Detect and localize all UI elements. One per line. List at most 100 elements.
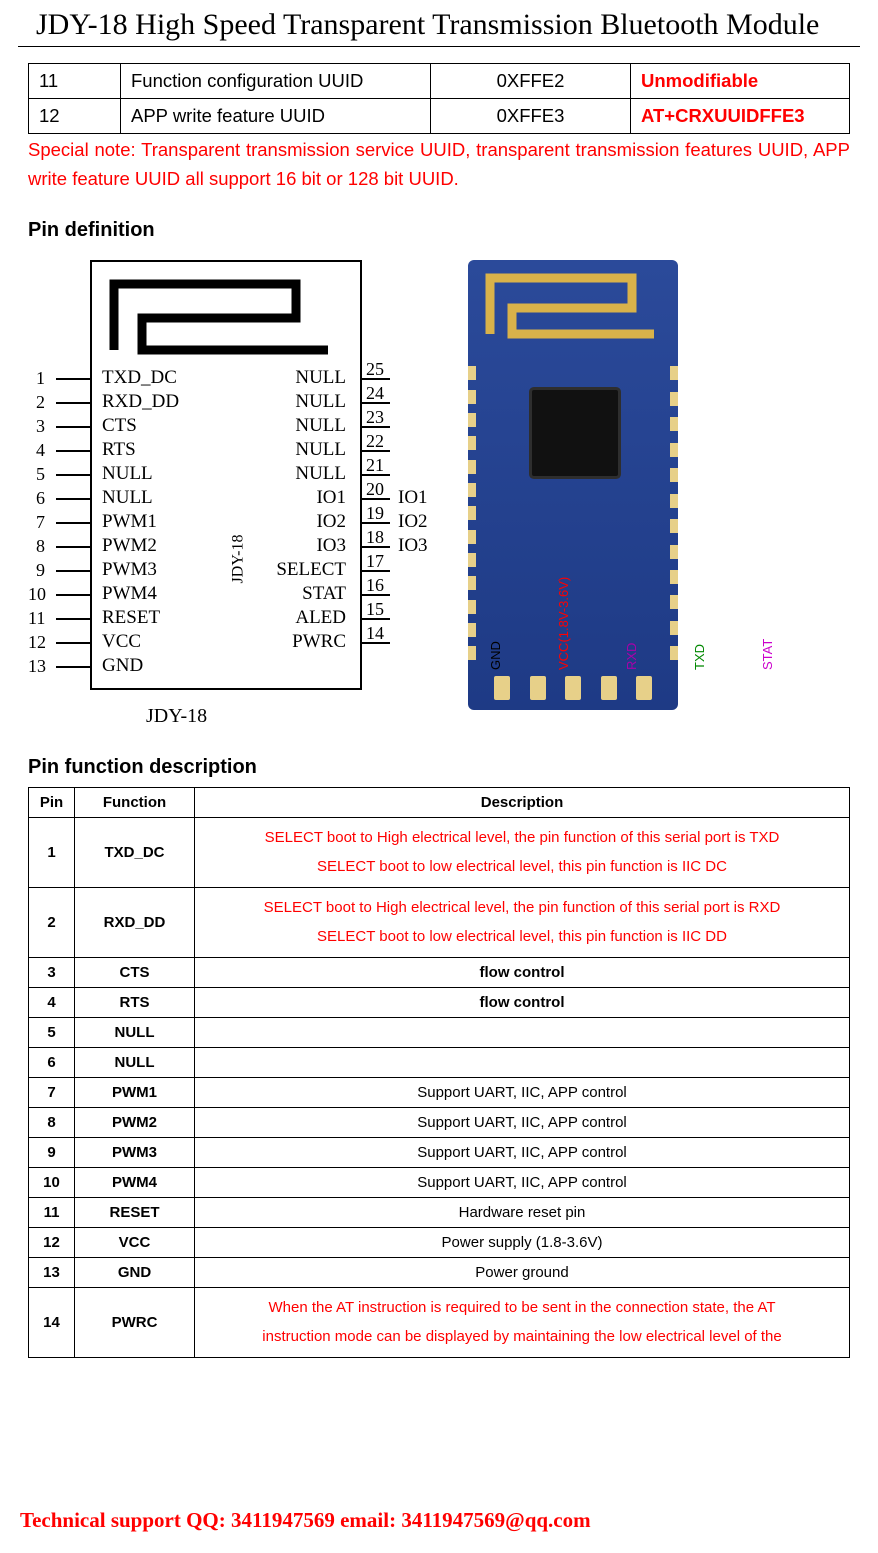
table-row: 1TXD_DCSELECT boot to High electrical le… [29, 818, 850, 888]
function-cell: PWRC [75, 1288, 195, 1358]
description-cell: Support UART, IIC, APP control [195, 1078, 850, 1108]
label-cell: Function configuration UUID [121, 64, 431, 99]
pin-number: 7 [36, 512, 45, 533]
description-cell: Support UART, IIC, APP control [195, 1168, 850, 1198]
pin-number: 1 [36, 368, 45, 389]
tech-support-footer: Technical support QQ: 3411947569 email: … [20, 1508, 858, 1533]
description-cell: Support UART, IIC, APP control [195, 1138, 850, 1168]
pin-cell: 3 [29, 958, 75, 988]
table-row: 3CTSflow control [29, 958, 850, 988]
idx-cell: 12 [29, 99, 121, 134]
pin-label: GND [102, 655, 143, 677]
function-cell: TXD_DC [75, 818, 195, 888]
pin-label: RTS [102, 439, 136, 461]
col-function: Function [75, 788, 195, 818]
col-description: Description [195, 788, 850, 818]
table-row: 11Function configuration UUID0XFFE2Unmod… [29, 64, 850, 99]
pin-cell: 10 [29, 1168, 75, 1198]
function-cell: VCC [75, 1228, 195, 1258]
pin-number: 24 [366, 383, 384, 404]
table-row: 11RESETHardware reset pin [29, 1198, 850, 1228]
description-cell: Power ground [195, 1258, 850, 1288]
pin-label: NULL [246, 367, 346, 389]
pin-number: 20 [366, 479, 384, 500]
table-row: 9PWM3Support UART, IIC, APP control [29, 1138, 850, 1168]
module-photo: GNDVCC(1.8V-3.6V)RXDTXDSTAT [468, 250, 678, 710]
pin-label: PWM2 [102, 535, 157, 557]
pin-number: 16 [366, 575, 384, 596]
pin-number: 25 [366, 359, 384, 380]
table-row: 4RTSflow control [29, 988, 850, 1018]
function-cell: PWM2 [75, 1108, 195, 1138]
hex-cell: 0XFFE3 [431, 99, 631, 134]
pin-cell: 12 [29, 1228, 75, 1258]
cmd-cell: AT+CRXUUIDFFE3 [631, 99, 850, 134]
pin-number: 5 [36, 464, 45, 485]
function-cell: PWM4 [75, 1168, 195, 1198]
pin-cell: 14 [29, 1288, 75, 1358]
pin-number: 3 [36, 416, 45, 437]
pin-number: 14 [366, 623, 384, 644]
description-cell: Hardware reset pin [195, 1198, 850, 1228]
pin-label: IO3 [246, 535, 346, 557]
description-cell: flow control [195, 958, 850, 988]
pin-definition-heading: Pin definition [28, 219, 850, 242]
description-cell: Power supply (1.8-3.6V) [195, 1228, 850, 1258]
pin-label: PWRC [246, 631, 346, 653]
pin-label: CTS [102, 415, 137, 437]
pin-cell: 6 [29, 1048, 75, 1078]
pin-number: 4 [36, 440, 45, 461]
hex-cell: 0XFFE2 [431, 64, 631, 99]
label-cell: APP write feature UUID [121, 99, 431, 134]
chip-footer-label: JDY-18 [146, 705, 207, 728]
table-row: 6NULL [29, 1048, 850, 1078]
pin-label: NULL [246, 391, 346, 413]
pin-label: NULL [246, 463, 346, 485]
function-cell: PWM3 [75, 1138, 195, 1168]
function-cell: RESET [75, 1198, 195, 1228]
pin-number: 9 [36, 560, 45, 581]
function-cell: PWM1 [75, 1078, 195, 1108]
pin-function-table: Pin Function Description 1TXD_DCSELECT b… [28, 787, 850, 1358]
function-cell: NULL [75, 1018, 195, 1048]
pin-number: 10 [28, 584, 46, 605]
description-cell: flow control [195, 988, 850, 1018]
pin-number: 8 [36, 536, 45, 557]
pin-number: 18 [366, 527, 384, 548]
pin-label: PWM1 [102, 511, 157, 533]
description-cell: Support UART, IIC, APP control [195, 1108, 850, 1138]
pin-cell: 11 [29, 1198, 75, 1228]
table-row: 13GNDPower ground [29, 1258, 850, 1288]
table-row: 8PWM2Support UART, IIC, APP control [29, 1108, 850, 1138]
description-cell [195, 1048, 850, 1078]
pin-cell: 1 [29, 818, 75, 888]
pin-cell: 5 [29, 1018, 75, 1048]
function-cell: RXD_DD [75, 888, 195, 958]
pin-number: 15 [366, 599, 384, 620]
function-cell: CTS [75, 958, 195, 988]
pin-number: 11 [28, 608, 45, 629]
table-row: 5NULL [29, 1018, 850, 1048]
pin-label: NULL [246, 415, 346, 437]
table-row: 12VCCPower supply (1.8-3.6V) [29, 1228, 850, 1258]
pin-cell: 2 [29, 888, 75, 958]
pin-label: VCC [102, 631, 141, 653]
table-row: 7PWM1Support UART, IIC, APP control [29, 1078, 850, 1108]
pinout-diagram: 1TXD_DC2RXD_DD3CTS4RTS5NULL6NULL7PWM18PW… [28, 250, 398, 730]
pin-cell: 7 [29, 1078, 75, 1108]
pin-label: STAT [246, 583, 346, 605]
description-cell [195, 1018, 850, 1048]
pin-number: 13 [28, 656, 46, 677]
table-row: 10PWM4Support UART, IIC, APP control [29, 1168, 850, 1198]
cmd-cell: Unmodifiable [631, 64, 850, 99]
table-row: 14PWRCWhen the AT instruction is require… [29, 1288, 850, 1358]
description-cell: When the AT instruction is required to b… [195, 1288, 850, 1358]
pin-label: ALED [246, 607, 346, 629]
description-cell: SELECT boot to High electrical level, th… [195, 818, 850, 888]
pin-label: NULL [102, 463, 153, 485]
pin-ext-label: IO2 [398, 511, 428, 533]
pin-label: PWM3 [102, 559, 157, 581]
function-cell: GND [75, 1258, 195, 1288]
table-row: 2RXD_DDSELECT boot to High electrical le… [29, 888, 850, 958]
pin-label: RESET [102, 607, 160, 629]
